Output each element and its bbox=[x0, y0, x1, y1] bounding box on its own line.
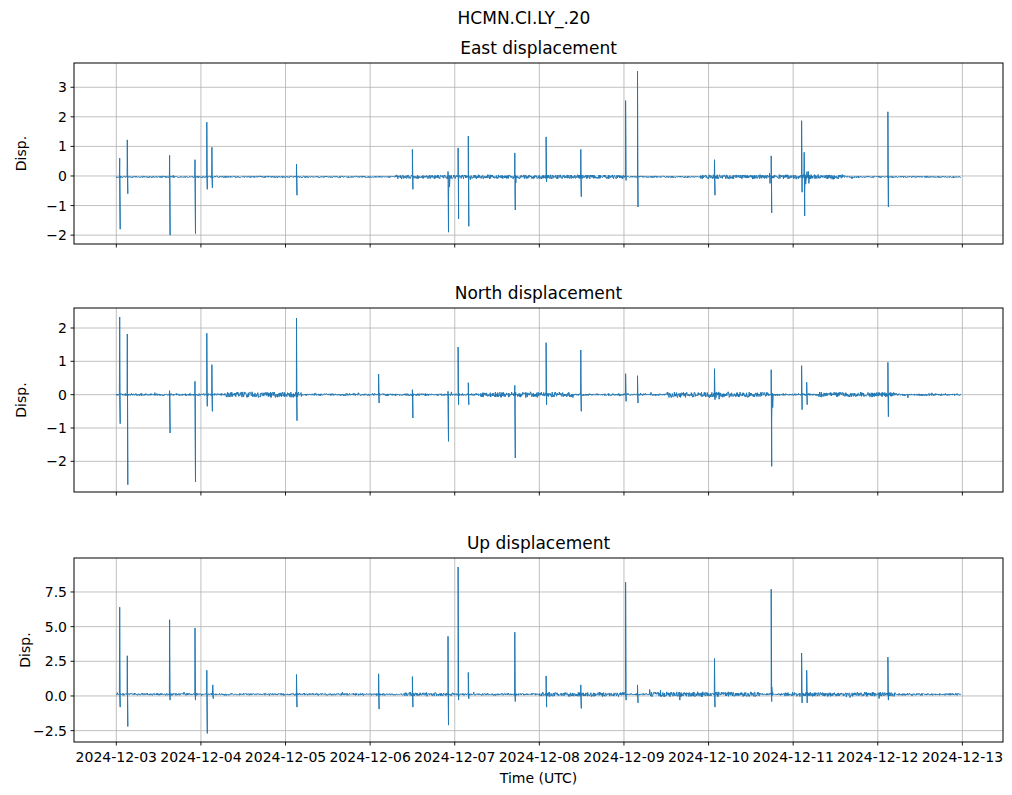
y-axis-label: Disp. bbox=[13, 382, 29, 417]
y-tick-label: 1 bbox=[58, 138, 67, 154]
y-tick-label: −1 bbox=[46, 420, 67, 436]
y-ticks bbox=[71, 328, 75, 461]
x-tick-label: 2024-12-11 bbox=[752, 749, 833, 765]
y-tick-label: 0.0 bbox=[45, 688, 67, 704]
x-axis-label: Time (UTC) bbox=[499, 770, 577, 786]
y-axis-label: Disp. bbox=[17, 632, 33, 667]
y-tick-label: 5.0 bbox=[45, 619, 67, 635]
y-tick-label: −2 bbox=[46, 453, 67, 469]
y-tick-label: −2.5 bbox=[33, 723, 67, 739]
y-tick-label: −2 bbox=[46, 227, 67, 243]
x-ticks bbox=[116, 492, 962, 496]
y-tick-label: 2 bbox=[58, 320, 67, 336]
y-tick-label: 2.5 bbox=[45, 653, 67, 669]
y-tick-label: −1 bbox=[46, 198, 67, 214]
x-tick-label: 2024-12-07 bbox=[414, 749, 495, 765]
y-axis-label: Disp. bbox=[13, 136, 29, 171]
x-tick-label: 2024-12-06 bbox=[329, 749, 410, 765]
x-tick-label: 2024-12-13 bbox=[922, 749, 1003, 765]
x-tick-label: 2024-12-08 bbox=[499, 749, 580, 765]
subplot-north: −2 −1 0 1 2 North displacement Disp. bbox=[13, 283, 1003, 496]
y-tick-label: 2 bbox=[58, 109, 67, 125]
y-tick-label: 7.5 bbox=[45, 584, 67, 600]
plot-background bbox=[74, 63, 1003, 244]
x-tick-label: 2024-12-10 bbox=[668, 749, 749, 765]
x-ticks bbox=[116, 244, 962, 248]
y-tick-label: 0 bbox=[58, 168, 67, 184]
x-tick-label: 2024-12-03 bbox=[76, 749, 157, 765]
chart-canvas: −2 −1 0 1 2 3 East displacement Disp. −2 −1 0 1 2 Nor… bbox=[0, 0, 1012, 795]
x-tick-label: 2024-12-09 bbox=[583, 749, 664, 765]
y-ticks bbox=[71, 592, 75, 731]
y-tick-label: 3 bbox=[58, 79, 67, 95]
subplot-east: −2 −1 0 1 2 3 East displacement Disp. bbox=[13, 38, 1003, 248]
subplot-title-up: Up displacement bbox=[467, 533, 611, 553]
y-tick-label: 0 bbox=[58, 387, 67, 403]
x-tick-label: 2024-12-05 bbox=[245, 749, 326, 765]
subplot-title-north: North displacement bbox=[455, 283, 623, 303]
y-tick-label: 1 bbox=[58, 353, 67, 369]
x-ticks bbox=[116, 742, 962, 746]
x-tick-label: 2024-12-04 bbox=[160, 749, 241, 765]
plot-background bbox=[74, 558, 1003, 742]
y-ticks bbox=[71, 87, 75, 235]
plot-background bbox=[74, 308, 1003, 492]
figure-root: HCMN.CI.LY_.20 −2−10123East displacement… bbox=[0, 0, 1012, 795]
subplot-title-east: East displacement bbox=[460, 38, 617, 58]
subplot-up: −2.5 0.0 2.5 5.0 7.5 Up displacement Disp. 2024… bbox=[17, 533, 1003, 786]
x-tick-label: 2024-12-12 bbox=[837, 749, 918, 765]
